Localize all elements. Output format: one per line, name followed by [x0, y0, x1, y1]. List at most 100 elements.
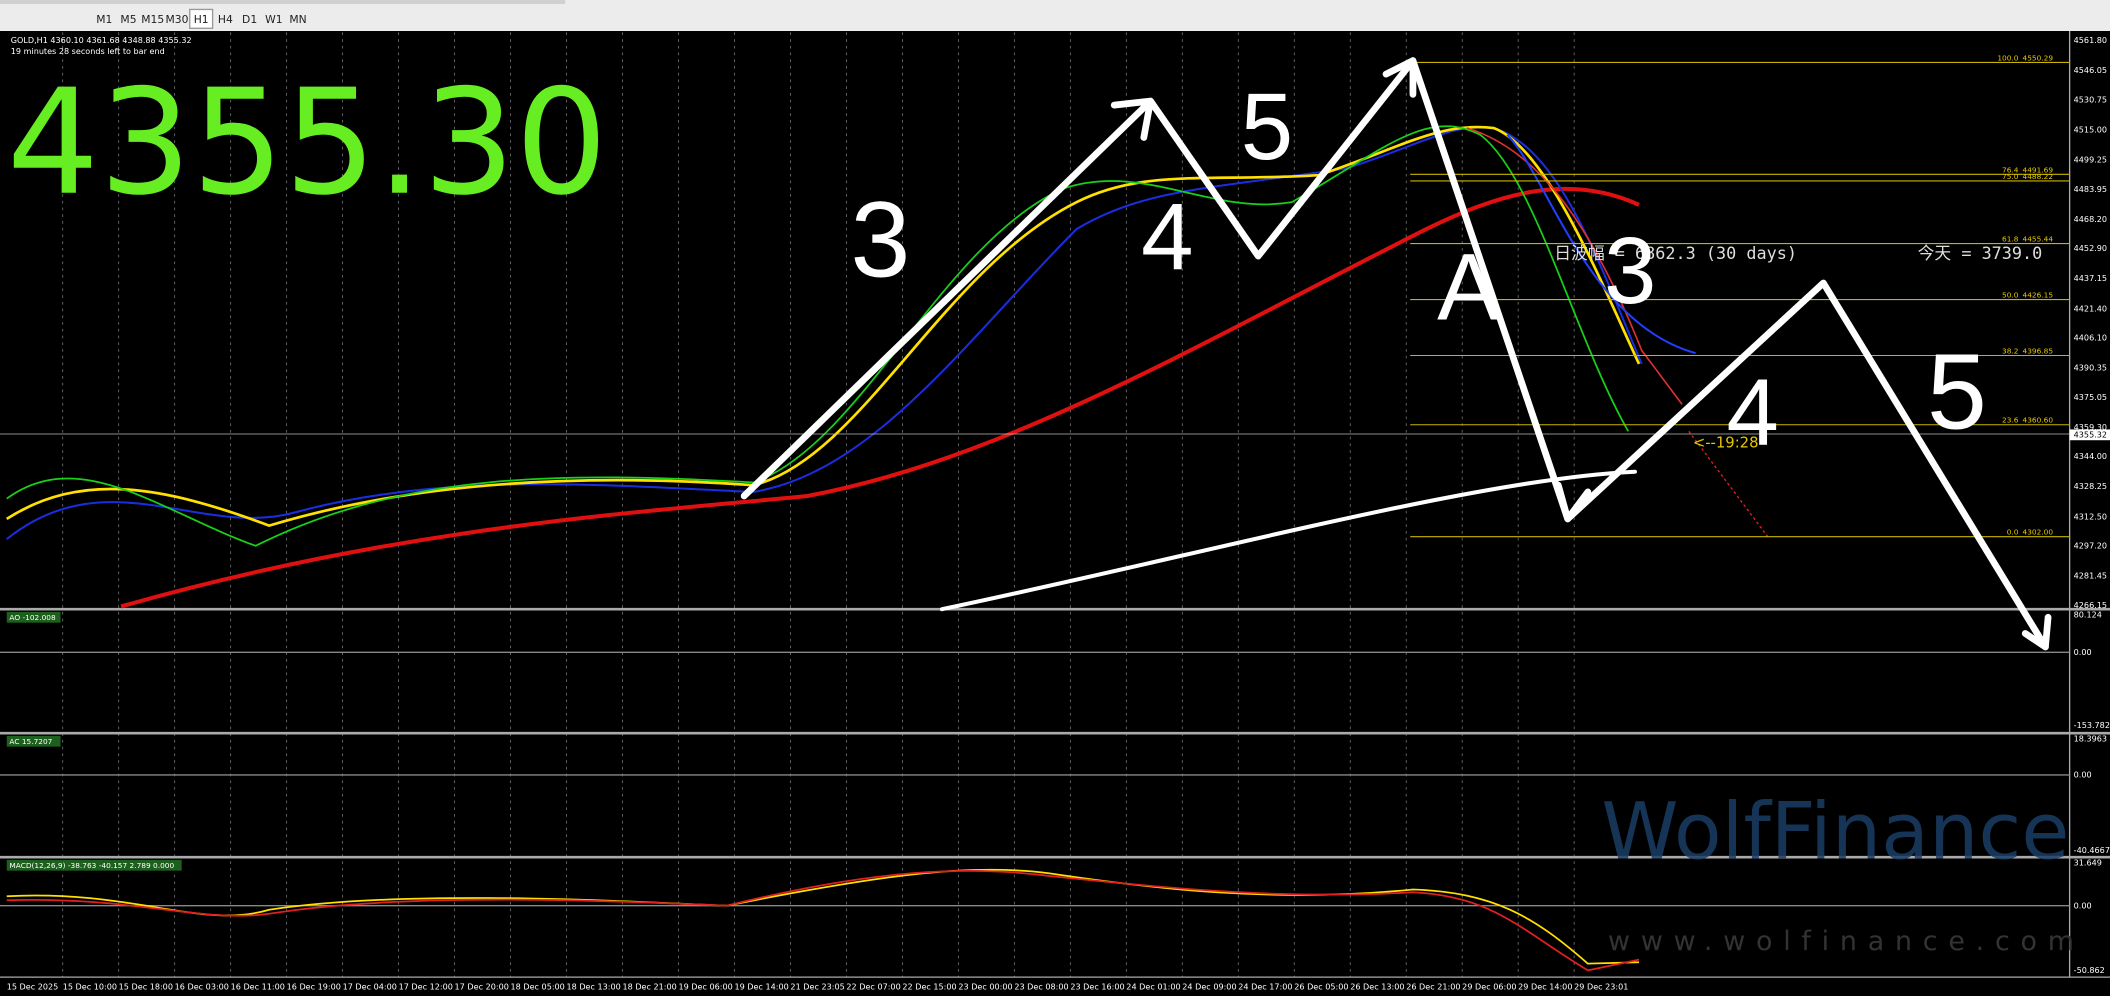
price-label: 4312.50 [2074, 511, 2107, 521]
wave-drawing [740, 57, 2052, 651]
price-label: 4468.20 [2074, 214, 2107, 224]
fib-level: 38.2 [2002, 346, 2018, 355]
period-button[interactable] [213, 9, 237, 29]
countdown: 19 minutes 28 seconds left to bar end [11, 46, 165, 56]
price-label: 4530.75 [2074, 94, 2107, 104]
period-label[interactable]: M30 [165, 13, 188, 26]
time-label: 22 Dec 15:00 [902, 981, 956, 991]
time-label: 18 Dec 13:00 [567, 981, 621, 991]
labels: 15 Dec 2025 15 Dec 10:00 15 Dec 18:00 16 De… [6, 35, 2110, 991]
period-button[interactable] [286, 9, 310, 29]
period-label[interactable]: M1 [96, 13, 112, 26]
price-label: 4390.35 [2074, 363, 2107, 373]
time-label: 17 Dec 12:00 [399, 981, 453, 991]
price-label: 4421.40 [2074, 303, 2107, 313]
fib-level: 50.0 [2002, 291, 2019, 300]
period-button[interactable] [141, 9, 165, 29]
price-label: 4406.10 [2074, 333, 2107, 343]
fib-level: 100.0 [1997, 53, 2018, 62]
wave-label: 3 [1604, 218, 1656, 323]
time-label: 24 Dec 01:00 [1126, 981, 1180, 991]
price-label: 4561.80 [2074, 35, 2107, 45]
ma-slow [120, 186, 1640, 609]
price-label: 4515.00 [2074, 125, 2107, 135]
period-button[interactable] [238, 9, 262, 29]
wave-label: 5 [1241, 74, 1293, 179]
time-label: 24 Dec 17:00 [1238, 981, 1292, 991]
arrowhead [1110, 97, 1154, 141]
price-label: 4375.05 [2074, 392, 2107, 402]
toolbar-strip [0, 0, 566, 5]
time-label: 26 Dec 21:00 [1406, 981, 1460, 991]
watermark-brand: WolfFinance [1601, 787, 2069, 877]
current-price: 4355.32 [2074, 430, 2107, 440]
indicator-axis: 31.649 [2074, 857, 2102, 867]
time-label: 18 Dec 21:00 [623, 981, 677, 991]
time-label: 29 Dec 23:01 [1574, 981, 1628, 991]
price-label: 4499.25 [2074, 155, 2107, 165]
fib-price: 4426.15 [2023, 291, 2054, 300]
price-label: 4546.05 [2074, 65, 2107, 75]
time-label: 29 Dec 14:00 [1518, 981, 1572, 991]
period-label[interactable]: D1 [242, 13, 257, 26]
period-button[interactable] [262, 9, 286, 29]
time-label: 19 Dec 06:00 [678, 981, 732, 991]
fib-price: 4550.29 [2023, 53, 2054, 62]
wave-label: 4 [1726, 360, 1778, 465]
fib-price: 4360.60 [2023, 416, 2054, 425]
time-label: 19 Dec 14:00 [734, 981, 788, 991]
time-label: 16 Dec 11:00 [231, 981, 285, 991]
indicator-axis: 18.3963 [2074, 733, 2107, 743]
big-price: 4355.30 [7, 59, 608, 228]
time-label: 22 Dec 07:00 [846, 981, 900, 991]
indicator-axis: 0.00 [2074, 647, 2092, 657]
period-label[interactable]: M15 [141, 13, 164, 26]
time-label: 16 Dec 19:00 [287, 981, 341, 991]
price-label: 4281.45 [2074, 571, 2107, 581]
indicator-axis: 0.00 [2074, 770, 2092, 780]
fib-price: 4396.85 [2023, 346, 2054, 355]
indicator-axis: 0.00 [2074, 900, 2092, 910]
indicator-tag [6, 859, 182, 871]
indicator-label: AO -102.008 [9, 613, 56, 622]
price-label: 4359.30 [2074, 422, 2107, 432]
fib-price: 4455.44 [2023, 235, 2054, 244]
fib-price: 4302.00 [2023, 528, 2054, 537]
time-label: 29 Dec 06:00 [1462, 981, 1516, 991]
time-label: 26 Dec 13:00 [1350, 981, 1404, 991]
time-label: 16 Dec 03:00 [175, 981, 229, 991]
time-label: 15 Dec 18:00 [119, 981, 173, 991]
price-label: 4328.25 [2074, 481, 2107, 491]
projection [1688, 430, 1771, 540]
time-label: 23 Dec 00:00 [958, 981, 1012, 991]
period-label[interactable]: M5 [120, 13, 136, 26]
fib-price: 4491.69 [2023, 165, 2054, 174]
arrowhead [1382, 57, 1417, 98]
arrowhead [2021, 613, 2052, 651]
ma [6, 125, 1641, 528]
wave-label: 3 [850, 178, 910, 299]
today-text: 今天 = 3739.0 [1918, 243, 2043, 263]
period-button[interactable] [117, 9, 140, 29]
macd-signal [6, 868, 1640, 965]
fib-level: 0.0 [2007, 528, 2019, 537]
fib-level: 61.8 [2002, 235, 2019, 244]
indicator-axis: -50.862 [2074, 965, 2105, 975]
time-label: 23 Dec 08:00 [1014, 981, 1068, 991]
period-label[interactable]: H1 [194, 13, 209, 26]
period-button[interactable] [92, 9, 116, 29]
price-label: 4437.15 [2074, 273, 2107, 283]
period-label[interactable]: W1 [265, 13, 282, 26]
period-button[interactable] [189, 8, 214, 29]
period-button[interactable] [165, 9, 189, 29]
watermark-url: www.wolfinance.com [1608, 926, 2085, 957]
ma [1466, 127, 1683, 405]
bar-timer: <--19:28 [1693, 434, 1759, 451]
period-label[interactable]: MN [289, 13, 306, 26]
indicator-axis: -153.782 [2074, 720, 2110, 730]
time-label: 23 Dec 16:00 [1070, 981, 1124, 991]
period-label[interactable]: H4 [218, 13, 233, 26]
